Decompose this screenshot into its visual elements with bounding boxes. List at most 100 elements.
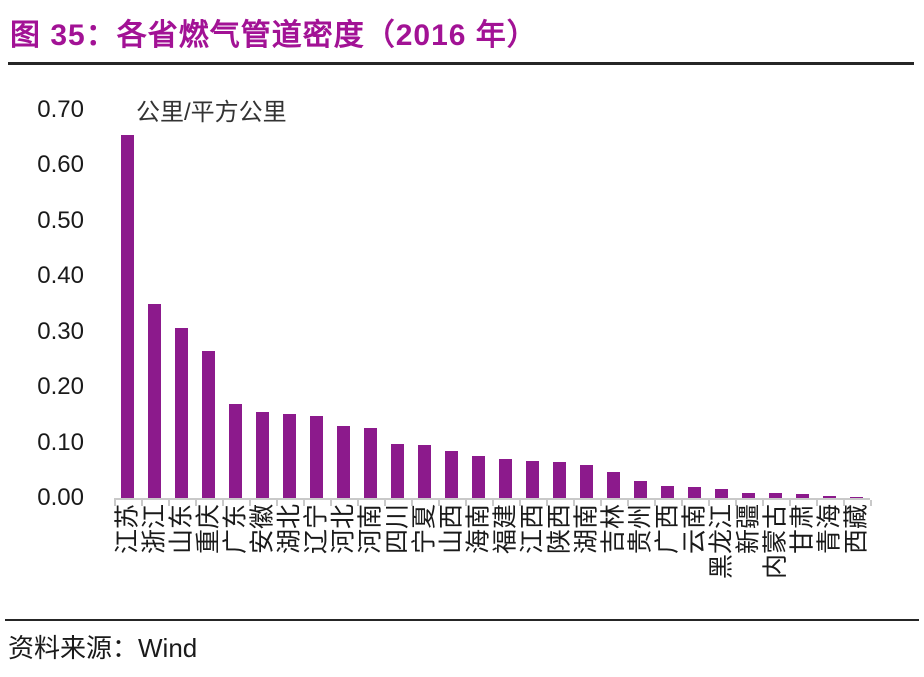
x-tick	[141, 500, 143, 506]
x-axis-label: 甘肃	[788, 504, 816, 555]
x-axis-label: 陕西	[545, 504, 573, 555]
bar	[121, 135, 134, 498]
title-divider	[8, 62, 914, 65]
bar	[472, 456, 485, 498]
x-tick	[627, 500, 629, 506]
x-axis-label: 湖南	[572, 504, 600, 555]
x-axis-label: 西藏	[842, 504, 870, 555]
y-tick-label: 0.70	[37, 96, 84, 123]
x-axis-label: 青海	[815, 504, 843, 555]
bar	[256, 412, 269, 498]
bar	[823, 496, 836, 498]
bar	[796, 494, 809, 498]
x-axis-label: 湖北	[275, 504, 303, 555]
x-tick	[330, 500, 332, 506]
bar	[769, 493, 782, 498]
bar	[742, 493, 755, 498]
x-axis-label: 新疆	[734, 504, 762, 555]
y-axis-unit-label: 公里/平方公里	[136, 99, 287, 126]
y-tick-label: 0.40	[37, 262, 84, 290]
bar	[499, 459, 512, 498]
x-tick	[762, 500, 764, 506]
x-axis-label: 河南	[356, 504, 384, 555]
bar	[310, 416, 323, 498]
x-tick	[168, 500, 170, 506]
bar	[445, 451, 458, 498]
x-axis-label: 辽宁	[302, 504, 330, 555]
bar	[850, 497, 863, 498]
x-tick	[249, 500, 251, 506]
x-tick	[114, 500, 116, 506]
x-axis-label: 云南	[680, 504, 708, 555]
source-prefix: 资料来源：	[8, 634, 139, 663]
bar	[148, 304, 161, 498]
bar	[175, 328, 188, 498]
x-tick	[708, 500, 710, 506]
x-tick	[195, 500, 197, 506]
y-tick-label: 0.30	[37, 317, 84, 345]
x-axis-label: 内蒙古	[761, 504, 789, 580]
x-axis-label: 海南	[464, 504, 492, 555]
bar	[715, 489, 728, 498]
source-name: Wind	[138, 633, 198, 663]
x-tick	[384, 500, 386, 506]
bar	[553, 462, 566, 498]
bar	[418, 445, 431, 498]
bar	[661, 486, 674, 498]
bar	[202, 351, 215, 498]
x-axis-label: 重庆	[194, 504, 222, 555]
x-tick	[735, 500, 737, 506]
x-tick	[789, 500, 791, 506]
x-tick	[222, 500, 224, 506]
x-tick	[519, 500, 521, 506]
bar	[526, 461, 539, 498]
bar	[688, 487, 701, 498]
x-tick	[492, 500, 494, 506]
x-axis-label: 福建	[491, 504, 519, 555]
x-tick	[465, 500, 467, 506]
bar	[337, 426, 350, 498]
x-tick	[654, 500, 656, 506]
x-tick	[546, 500, 548, 506]
x-tick	[870, 500, 872, 506]
x-tick	[438, 500, 440, 506]
y-tick-label: 0.10	[37, 428, 84, 456]
bar	[364, 428, 377, 498]
x-tick	[600, 500, 602, 506]
x-axis-label: 吉林	[599, 504, 627, 555]
x-axis-label: 河北	[329, 504, 357, 555]
x-tick	[681, 500, 683, 506]
x-axis-label: 江西	[518, 504, 546, 555]
source-label: 资料来源：Wind	[8, 628, 197, 665]
x-tick	[843, 500, 845, 506]
x-tick	[411, 500, 413, 506]
x-tick	[816, 500, 818, 506]
x-axis-label: 贵州	[626, 504, 654, 555]
bar	[283, 414, 296, 498]
y-tick-label: 0.50	[37, 206, 84, 234]
bottom-divider	[5, 619, 919, 621]
x-tick	[573, 500, 575, 506]
x-axis-label: 宁夏	[410, 504, 438, 555]
x-axis-label: 江苏	[113, 504, 141, 555]
y-tick-label: 0.00	[37, 484, 84, 511]
x-axis-label: 广东	[221, 504, 249, 555]
x-axis-label: 浙江	[140, 504, 168, 555]
x-tick	[276, 500, 278, 506]
y-tick-label: 0.60	[37, 151, 84, 179]
bar	[391, 444, 404, 498]
x-tick	[357, 500, 359, 506]
x-axis-label: 安徽	[248, 504, 276, 555]
x-axis-label: 山东	[167, 504, 195, 555]
x-axis-label: 黑龙江	[707, 504, 735, 580]
plot-area	[114, 110, 870, 500]
bar	[580, 465, 593, 498]
chart-title: 图 35：各省燃气管道密度（2016 年）	[10, 19, 538, 52]
bar	[607, 472, 620, 498]
x-tick	[303, 500, 305, 506]
bar	[634, 481, 647, 498]
x-axis-label: 山西	[437, 504, 465, 555]
x-axis-label: 四川	[383, 504, 411, 555]
y-tick-label: 0.20	[37, 373, 84, 401]
